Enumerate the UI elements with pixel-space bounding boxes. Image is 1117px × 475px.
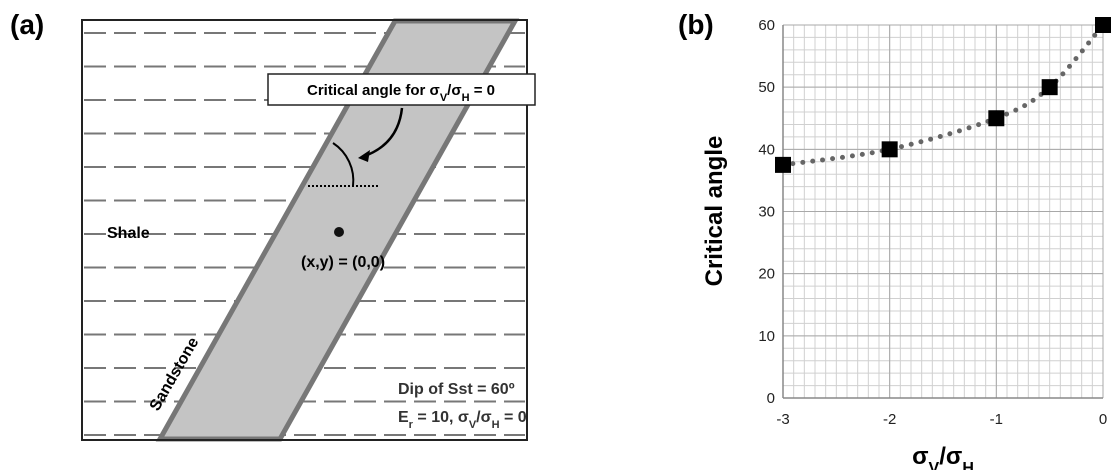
x-tick-label: -1 [990,411,1003,428]
params-label: Er = 10, σV/σH = 0 [398,409,527,431]
y-tick-label: 10 [758,328,775,345]
subscript: V [929,460,940,471]
text-part: /σ [939,443,962,470]
subscript: H [462,92,470,104]
callout-box [267,73,536,106]
data-point [881,141,898,158]
text-part: = 10, σ [413,409,469,426]
x-axis-label: σV/σH [912,443,974,470]
y-tick-label: 50 [758,79,775,96]
text-part: σ [912,443,928,470]
subscript: r [409,419,414,431]
y-tick-label: 30 [758,204,775,221]
y-axis-label: Critical angle [701,136,728,287]
data-point [775,156,791,173]
panel-label: (b) [678,9,714,40]
text-part: E [398,409,409,426]
y-tick-label: 40 [758,141,775,158]
subscript: H [492,419,500,431]
arrow-head [358,150,370,162]
data-point [1041,79,1058,96]
text-part: = 0 [470,82,495,99]
panel-b: (b) Critical angle σV/σH 0 10 20 30 40 50 60 -3… [678,9,1111,475]
shale-label: Shale [107,225,150,242]
panel-label: (a) [10,9,44,40]
x-tick-label: 0 [1099,411,1107,428]
origin-point [334,227,344,237]
subscript: V [440,92,448,104]
y-tick-label: 20 [758,266,775,283]
diagram-border [81,19,528,441]
data-point [988,110,1005,127]
subscript: V [469,419,477,431]
text-part: = 0 [500,409,527,426]
text-part: /σ [447,82,461,99]
y-tick-label: 60 [758,17,775,34]
subscript: H [962,460,974,471]
dip-label: Dip of Sst = 60º [398,381,515,398]
text-part: Critical angle for σ [307,82,440,99]
callout-text: Critical angle for σV/σH = 0 [307,82,495,104]
text-part: /σ [476,409,491,426]
origin-label: (x,y) = (0,0) [301,254,385,271]
x-tick-label: -3 [776,411,789,428]
data-point [1095,17,1111,33]
panel-a: Critical angle for σV/σH = 0 (x,y) = (0,… [10,9,536,442]
x-tick-label: -2 [883,411,896,428]
angle-arc [332,142,355,187]
y-tick-label: 0 [767,390,775,407]
